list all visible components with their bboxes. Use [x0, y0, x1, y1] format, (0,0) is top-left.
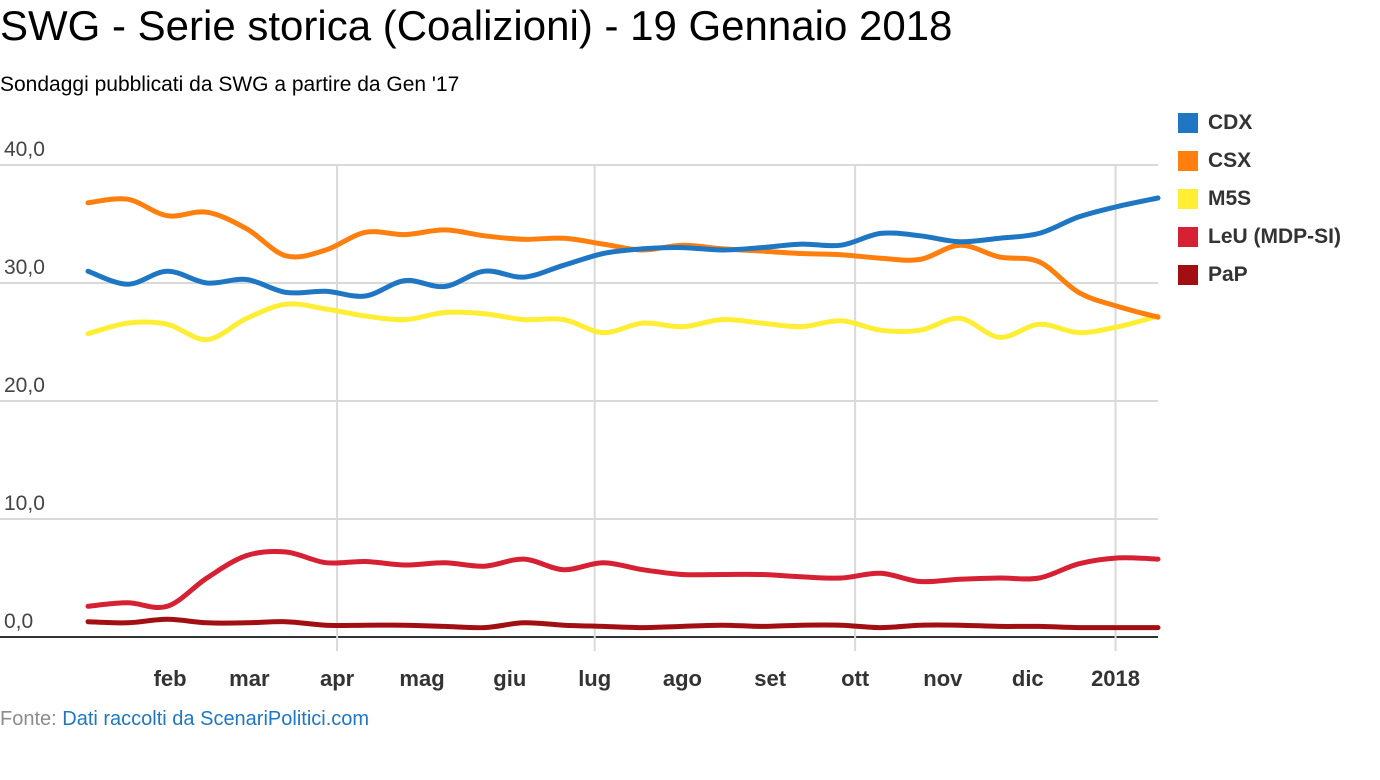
series-line-cdx [85, 195, 1161, 299]
x-tick-label: apr [320, 666, 355, 691]
x-tick-label: mag [399, 666, 444, 691]
y-tick-label: 20,0 [4, 374, 45, 397]
y-tick-label: 40,0 [4, 138, 45, 161]
y-tick-label: 10,0 [4, 492, 45, 515]
legend-swatch [1178, 227, 1198, 247]
series-line-leu-mdp-si [85, 548, 1161, 611]
x-tick-label: lug [578, 666, 611, 691]
x-tick-label: ott [841, 666, 870, 691]
legend-label: PaP [1208, 263, 1248, 286]
legend: CDX CSX M5S LeU (MDP-SI) PaP [1178, 104, 1341, 294]
legend-item: M5S [1178, 180, 1341, 218]
source-note: Fonte: Dati raccolti da ScenariPolitici.… [0, 708, 369, 731]
legend-swatch [1178, 151, 1198, 171]
legend-swatch [1178, 113, 1198, 133]
legend-label: LeU (MDP-SI) [1208, 225, 1341, 248]
x-tick-label: set [754, 666, 786, 691]
legend-item: CDX [1178, 104, 1341, 142]
y-tick-label: 30,0 [4, 256, 45, 279]
x-tick-label: ago [663, 666, 702, 691]
chart-title: SWG - Serie storica (Coalizioni) - 19 Ge… [0, 2, 953, 49]
x-tick-label: giu [493, 666, 526, 691]
x-tick-label: dic [1012, 666, 1044, 691]
source-link[interactable]: Dati raccolti da ScenariPolitici.com [62, 708, 370, 730]
legend-item: PaP [1178, 256, 1341, 294]
x-tick-label: feb [154, 666, 187, 691]
legend-item: LeU (MDP-SI) [1178, 218, 1341, 256]
y-axis-ticks: 40,0 30,0 20,0 10,0 0,0 [4, 138, 45, 633]
series-line-m5s [85, 301, 1161, 343]
y-tick-label: 0,0 [4, 610, 33, 633]
series-line-csx [85, 196, 1161, 320]
legend-label: M5S [1208, 187, 1252, 210]
legend-swatch [1178, 189, 1198, 209]
legend-label: CDX [1208, 111, 1253, 134]
x-axis-ticks: feb mar apr mag giu lug ago set ott nov dic 2018 [154, 666, 1140, 691]
x-tick-label: 2018 [1091, 666, 1140, 691]
x-tick-label: mar [229, 666, 270, 691]
series-lines [85, 195, 1161, 631]
chart-subtitle: Sondaggi pubblicati da SWG a partire da … [0, 73, 460, 96]
legend-label: CSX [1208, 149, 1252, 172]
series-line-pap [85, 616, 1161, 631]
legend-item: CSX [1178, 142, 1341, 180]
legend-swatch [1178, 265, 1198, 285]
x-tick-label: nov [923, 666, 963, 691]
source-label: Fonte: [0, 708, 63, 730]
horizontal-gridlines [0, 164, 1158, 638]
